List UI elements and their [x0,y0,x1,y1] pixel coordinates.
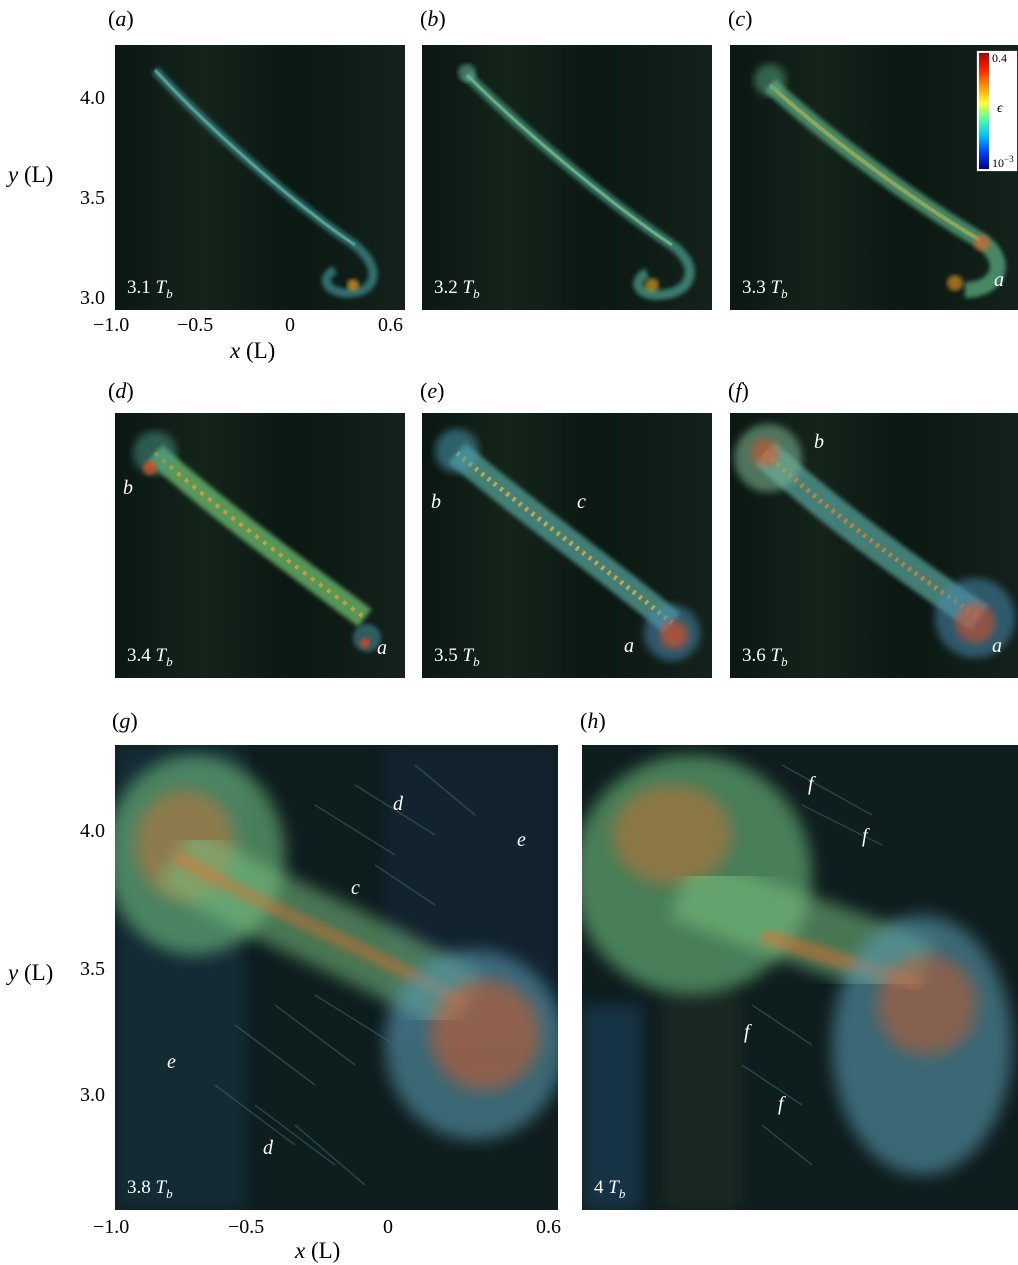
panel-g-image: 3.8 Tb d e c e d [115,745,558,1210]
panel-label-e: (e) [420,378,445,403]
x-tick-top-06: 0.6 [378,314,403,336]
panel-label-g: (g) [112,708,138,733]
y-tick-top-3.5: 3.5 [80,187,105,209]
x-axis-label-top: x (L) [230,338,276,363]
panel-f-image: 3.6 Tb b a [730,413,1018,678]
panel-h-image: 4 Tb f f f f [582,745,1018,1210]
y-tick-top-4.0: 4.0 [80,87,105,109]
panel-c-mark-a: a [994,269,1004,291]
panel-b-image: 3.2 Tb [422,45,712,310]
panel-h-mark-f-1: f [808,773,814,795]
y-tick-bottom-3.0: 3.0 [80,1084,105,1106]
panel-e-image: 3.5 Tb b c a [422,413,712,678]
panel-f-mark-a: a [992,635,1002,657]
colorbar-gradient [979,53,989,169]
panel-d-mark-a: a [377,637,387,659]
y-tick-top-3.0: 3.0 [80,287,105,309]
colorbar-min: 10−3 [992,154,1014,170]
panel-label-f: (f) [728,378,749,403]
panel-h-mark-f-4: f [778,1093,784,1115]
panel-c-time: 3.3 Tb [742,277,788,301]
y-axis-label-bottom: y (L) [8,960,54,985]
y-tick-bottom-4.0: 4.0 [80,820,105,842]
panel-label-c: (c) [728,6,753,31]
panel-g-mark-c: c [351,877,360,899]
x-tick-top-0: 0 [285,314,295,336]
panel-c-image: 3.3 Tb a [730,45,1018,310]
panel-label-b: (b) [420,6,446,31]
panel-g-mark-e-right: e [517,829,526,851]
panel-d-mark-b: b [123,477,133,499]
panel-d-image: 3.4 Tb b a [115,413,405,678]
panel-b-time: 3.2 Tb [434,277,480,301]
panel-d-time: 3.4 Tb [127,645,173,669]
x-tick-bottom-neg1: −1.0 [93,1216,130,1238]
panel-g-mark-d-bottom: d [263,1137,273,1159]
panel-a-image: 3.1 Tb [115,45,405,310]
panel-h-mark-f-2: f [862,825,868,847]
colorbar: 0.4 ϵ 10−3 [976,50,1018,172]
panel-label-h: (h) [580,708,606,733]
panel-g-mark-d-top: d [393,793,403,815]
x-tick-top-neg1: −1.0 [93,314,130,336]
x-tick-top-neg05: −0.5 [177,314,214,336]
x-tick-bottom-0: 0 [383,1216,393,1238]
x-axis-label-bottom: x (L) [295,1238,341,1263]
panel-f-mark-b: b [814,431,824,453]
panel-label-d: (d) [108,378,134,403]
colorbar-max: 0.4 [992,51,1007,65]
panel-g-time: 3.8 Tb [127,1177,173,1201]
panel-h-time: 4 Tb [594,1177,626,1201]
colorbar-symbol: ϵ [997,101,1003,116]
y-axis-label-top: y (L) [8,162,54,187]
panel-label-a: (a) [108,6,134,31]
panel-e-mark-b: b [431,491,441,513]
panel-e-mark-c: c [577,491,586,513]
x-tick-bottom-neg05: −0.5 [228,1216,265,1238]
panel-h-mark-f-3: f [744,1021,750,1043]
panel-e-mark-a: a [624,635,634,657]
panel-e-time: 3.5 Tb [434,645,480,669]
panel-f-time: 3.6 Tb [742,645,788,669]
x-tick-bottom-06: 0.6 [536,1216,561,1238]
panel-a-time: 3.1 Tb [127,277,173,301]
panel-g-mark-e-left: e [167,1051,176,1073]
y-tick-bottom-3.5: 3.5 [80,958,105,980]
